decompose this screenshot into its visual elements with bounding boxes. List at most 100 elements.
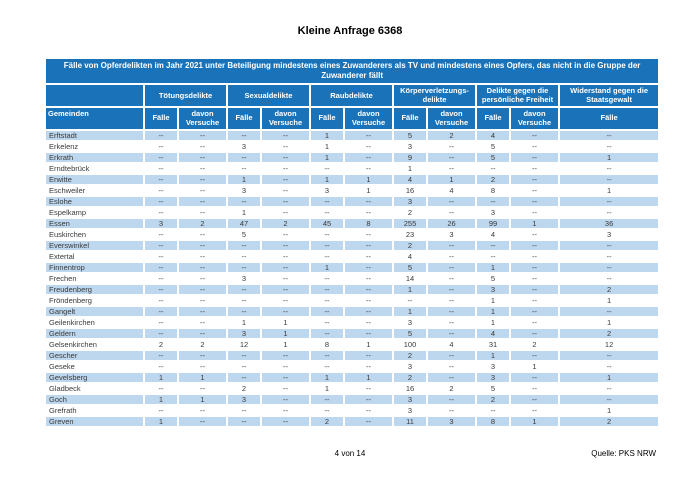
value-cell: --: [343, 315, 394, 329]
value-cell: --: [260, 161, 311, 175]
table-title: Fälle von Opferdelikten im Jahr 2021 unt…: [43, 57, 661, 85]
value-cell: --: [343, 227, 394, 241]
value-cell: --: [343, 128, 394, 142]
value-cell: --: [226, 238, 262, 252]
value-cell: 8: [343, 216, 394, 230]
value-cell: 1: [309, 381, 345, 395]
value-cell: 1: [475, 293, 511, 307]
gemeinde-name: Erwitte: [44, 172, 145, 186]
value-cell: --: [143, 359, 179, 373]
value-cell: --: [557, 249, 661, 263]
value-cell: --: [177, 139, 228, 153]
value-cell: 14: [392, 271, 428, 285]
value-cell: --: [177, 348, 228, 362]
value-cell: --: [177, 172, 228, 186]
value-cell: 1: [343, 172, 394, 186]
value-cell: --: [177, 238, 228, 252]
value-cell: --: [309, 315, 345, 329]
value-cell: --: [309, 227, 345, 241]
column-group-3: Körperverletzungs-delikte: [392, 83, 477, 108]
value-cell: 5: [475, 150, 511, 164]
value-cell: 2: [177, 216, 228, 230]
value-cell: --: [343, 326, 394, 340]
value-cell: --: [260, 370, 311, 384]
value-cell: 1: [557, 183, 661, 197]
value-cell: --: [143, 150, 179, 164]
col-header-faelle: Fälle: [557, 105, 661, 131]
value-cell: --: [557, 238, 661, 252]
value-cell: 3: [557, 227, 661, 241]
table-row: Espelkamp -- -- 1 -- -- -- 2 -- 3 -- --: [44, 205, 661, 219]
value-cell: 3: [392, 315, 428, 329]
value-cell: --: [177, 227, 228, 241]
value-cell: --: [509, 282, 560, 296]
value-cell: --: [177, 150, 228, 164]
col-header-versuche: davon Versuche: [260, 105, 311, 131]
gemeinde-name: Frechen: [44, 271, 145, 285]
gemeinde-name: Finnentrop: [44, 260, 145, 274]
value-cell: 1: [177, 370, 228, 384]
value-cell: 3: [475, 359, 511, 373]
value-cell: --: [309, 205, 345, 219]
value-cell: --: [226, 359, 262, 373]
value-cell: 4: [426, 337, 477, 351]
col-header-faelle: Fälle: [226, 105, 262, 131]
value-cell: 8: [475, 414, 511, 428]
value-cell: 2: [309, 414, 345, 428]
value-cell: --: [426, 392, 477, 406]
value-cell: 3: [392, 194, 428, 208]
value-cell: --: [143, 128, 179, 142]
value-cell: 1: [343, 337, 394, 351]
value-cell: --: [143, 293, 179, 307]
value-cell: --: [557, 348, 661, 362]
value-cell: 8: [475, 183, 511, 197]
value-cell: --: [260, 293, 311, 307]
value-cell: 36: [557, 216, 661, 230]
value-cell: 2: [392, 205, 428, 219]
value-cell: --: [143, 183, 179, 197]
value-cell: 3: [226, 392, 262, 406]
value-cell: --: [143, 326, 179, 340]
value-cell: --: [509, 293, 560, 307]
gemeinde-name: Everswinkel: [44, 238, 145, 252]
value-cell: --: [509, 205, 560, 219]
gemeinde-name: Geilenkirchen: [44, 315, 145, 329]
value-cell: --: [226, 194, 262, 208]
value-cell: --: [509, 304, 560, 318]
value-cell: 5: [392, 128, 428, 142]
gemeinde-name: Erftstadt: [44, 128, 145, 142]
value-cell: --: [509, 227, 560, 241]
value-cell: 5: [475, 381, 511, 395]
value-cell: --: [177, 128, 228, 142]
table-row: Erftstadt -- -- -- -- 1 -- 5 2 4 -- --: [44, 128, 661, 142]
value-cell: 11: [392, 414, 428, 428]
value-cell: --: [177, 194, 228, 208]
value-cell: --: [226, 150, 262, 164]
value-cell: --: [343, 414, 394, 428]
value-cell: --: [177, 260, 228, 274]
value-cell: --: [177, 381, 228, 395]
value-cell: 1: [260, 337, 311, 351]
value-cell: --: [143, 194, 179, 208]
column-group-5: Widerstand gegen die Staatsgewalt: [557, 83, 661, 108]
value-cell: --: [143, 139, 179, 153]
value-cell: 3: [392, 139, 428, 153]
value-cell: 1: [309, 150, 345, 164]
value-cell: --: [260, 304, 311, 318]
column-group-2: Raubdelikte: [309, 83, 394, 108]
value-cell: --: [343, 348, 394, 362]
value-cell: --: [260, 183, 311, 197]
value-cell: 5: [392, 260, 428, 274]
gemeinde-name: Eschweiler: [44, 183, 145, 197]
column-group-1: Sexualdelikte: [226, 83, 311, 108]
value-cell: 2: [557, 326, 661, 340]
value-cell: 1: [343, 183, 394, 197]
value-cell: 1: [557, 150, 661, 164]
table-row: Geilenkirchen -- -- 1 1 -- -- 3 -- 1 -- 1: [44, 315, 661, 329]
value-cell: --: [226, 348, 262, 362]
value-cell: --: [426, 304, 477, 318]
table-row: Gescher -- -- -- -- -- -- 2 -- 1 -- --: [44, 348, 661, 362]
value-cell: 2: [226, 381, 262, 395]
value-cell: --: [177, 161, 228, 175]
value-cell: 1: [509, 359, 560, 373]
